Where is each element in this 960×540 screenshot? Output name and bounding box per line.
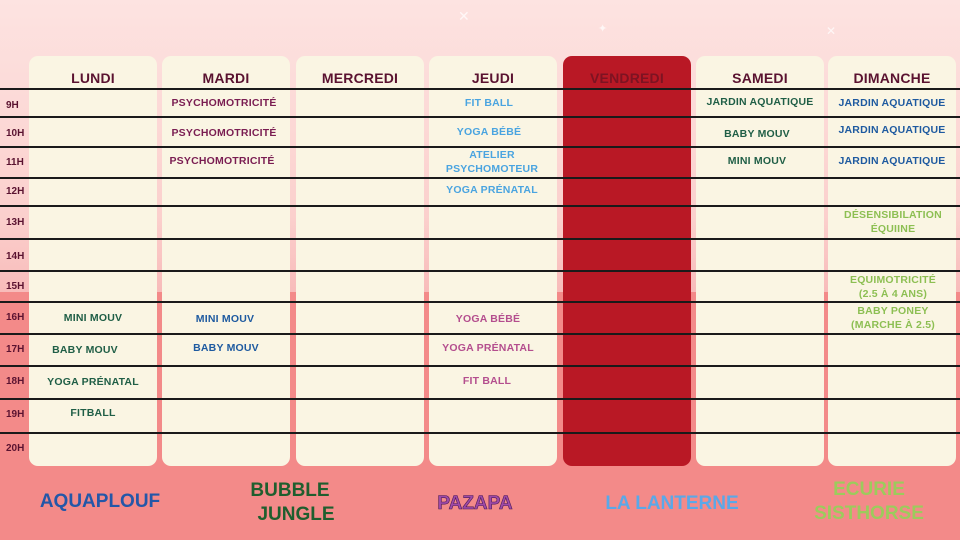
grid-line bbox=[0, 205, 960, 207]
column-mercredi bbox=[296, 56, 424, 466]
hour-label: 9H bbox=[6, 100, 19, 111]
activity-dimanche-11h[interactable]: JARDIN AQUATIQUE bbox=[838, 155, 946, 167]
brand-bubble-jungle-line1: BUBBLE bbox=[250, 480, 330, 501]
brand-ecurie-sisthorse-line1: ECURIE bbox=[833, 479, 905, 500]
brand-bubble-jungle[interactable]: BUBBLE JUNGLE bbox=[230, 479, 350, 527]
day-header-samedi: SAMEDI bbox=[732, 70, 788, 86]
day-header-vendredi: VENDREDI bbox=[590, 70, 664, 86]
activity-jeudi-10h[interactable]: YOGA BÉBÉ bbox=[456, 126, 522, 138]
activity-lundi-18h[interactable]: YOGA PRÉNATAL bbox=[47, 376, 139, 388]
sparkle-icon: ✕ bbox=[826, 24, 837, 38]
day-header-jeudi: JEUDI bbox=[471, 70, 515, 86]
activity-dimanche-9h[interactable]: JARDIN AQUATIQUE bbox=[838, 97, 946, 109]
column-samedi bbox=[696, 56, 824, 466]
activity-jeudi-18h[interactable]: FIT BALL bbox=[462, 375, 512, 387]
hour-label: 17H bbox=[6, 344, 25, 355]
column-vendredi bbox=[563, 56, 691, 466]
grid-line bbox=[0, 88, 960, 90]
hour-label: 10H bbox=[6, 128, 25, 139]
column-dimanche bbox=[828, 56, 956, 466]
activity-jeudi-9h[interactable]: FIT BALL bbox=[464, 97, 514, 109]
day-header-dimanche: DIMANCHE bbox=[853, 70, 931, 86]
activity-dimanche-16h-line1: BABY PONEY bbox=[857, 305, 929, 317]
hour-label: 13H bbox=[6, 217, 25, 228]
brand-la-lanterne[interactable]: LA LANTERNE bbox=[605, 493, 739, 514]
activity-lundi-19h[interactable]: FITBALL bbox=[70, 407, 116, 419]
column-lundi bbox=[29, 56, 157, 466]
activity-samedi-10h[interactable]: BABY MOUV bbox=[724, 128, 790, 140]
hour-label: 19H bbox=[6, 409, 25, 420]
day-header-mercredi: MERCREDI bbox=[321, 70, 399, 86]
grid-line bbox=[0, 333, 960, 335]
hour-label: 15H bbox=[6, 281, 25, 292]
brand-ecurie-sisthorse-line2: SISTHORSE bbox=[814, 503, 924, 524]
activity-mardi-17h[interactable]: BABY MOUV bbox=[193, 342, 259, 354]
brand-aquaplouf[interactable]: AQUAPLOUF bbox=[39, 491, 161, 512]
activity-dimanche-10h[interactable]: JARDIN AQUATIQUE bbox=[838, 124, 946, 136]
sparkle-icon: ✦ bbox=[598, 23, 608, 35]
grid-line bbox=[0, 365, 960, 367]
hour-label: 12H bbox=[6, 186, 25, 197]
activity-jeudi-11h-line1: ATELIER bbox=[469, 149, 515, 161]
sparkle-icon: ✕ bbox=[458, 8, 470, 24]
hour-label: 14H bbox=[6, 251, 25, 262]
grid-line bbox=[0, 398, 960, 400]
brand-ecurie-sisthorse[interactable]: ECURIE SISTHORSE bbox=[800, 478, 938, 526]
activity-lundi-17h[interactable]: BABY MOUV bbox=[52, 344, 118, 356]
activity-samedi-11h[interactable]: MINI MOUV bbox=[727, 155, 787, 167]
activity-mardi-9h[interactable]: PSYCHOMOTRICITÉ bbox=[171, 97, 277, 109]
activity-dimanche-13h-line2: ÉQUIINE bbox=[870, 223, 916, 235]
activity-dimanche-15h-line1: EQUIMOTRICITÉ bbox=[849, 274, 936, 286]
activity-mardi-11h[interactable]: PSYCHOMOTRICITÉ bbox=[169, 155, 275, 167]
column-jeudi bbox=[429, 56, 557, 466]
activity-dimanche-16h[interactable]: BABY PONEY (MARCHE À 2.5) bbox=[829, 304, 957, 332]
hour-label: 16H bbox=[6, 312, 25, 323]
grid-line bbox=[0, 238, 960, 240]
hour-label: 11H bbox=[6, 157, 24, 168]
activity-mardi-16h[interactable]: MINI MOUV bbox=[195, 313, 255, 325]
activity-jeudi-11h[interactable]: ATELIER PSYCHOMOTEUR bbox=[428, 148, 556, 176]
grid-line bbox=[0, 177, 960, 179]
activity-jeudi-16h[interactable]: YOGA BÉBÉ bbox=[455, 313, 521, 325]
activity-samedi-9h[interactable]: JARDIN AQUATIQUE bbox=[706, 96, 814, 108]
grid-line bbox=[0, 270, 960, 272]
grid-line bbox=[0, 432, 960, 434]
activity-jeudi-17h[interactable]: YOGA PRÉNATAL bbox=[442, 342, 534, 354]
activity-jeudi-11h-line2: PSYCHOMOTEUR bbox=[445, 163, 539, 175]
day-header-mardi: MARDI bbox=[202, 70, 250, 86]
day-header-lundi: LUNDI bbox=[71, 70, 115, 86]
activity-dimanche-15h-line2: (2.5 À 4 ANS) bbox=[858, 288, 928, 300]
column-mardi bbox=[162, 56, 290, 466]
activity-lundi-16h[interactable]: MINI MOUV bbox=[63, 312, 123, 324]
activity-dimanche-15h[interactable]: EQUIMOTRICITÉ (2.5 À 4 ANS) bbox=[829, 273, 957, 301]
activity-dimanche-13h[interactable]: DÉSENSIBILATION ÉQUIINE bbox=[829, 208, 957, 236]
hour-label: 20H bbox=[6, 443, 25, 454]
grid-line bbox=[0, 301, 960, 303]
brand-pazapa[interactable]: PAZAPA bbox=[437, 493, 513, 515]
grid-line bbox=[0, 146, 960, 148]
activity-dimanche-13h-line1: DÉSENSIBILATION bbox=[844, 209, 942, 221]
brand-bubble-jungle-line2: JUNGLE bbox=[257, 504, 335, 525]
activity-jeudi-12h[interactable]: YOGA PRÉNATAL bbox=[446, 184, 538, 196]
activity-mardi-10h[interactable]: PSYCHOMOTRICITÉ bbox=[171, 127, 277, 139]
grid-line bbox=[0, 116, 960, 118]
hour-label: 18H bbox=[6, 376, 25, 387]
activity-dimanche-16h-line2: (MARCHE À 2.5) bbox=[851, 319, 935, 331]
